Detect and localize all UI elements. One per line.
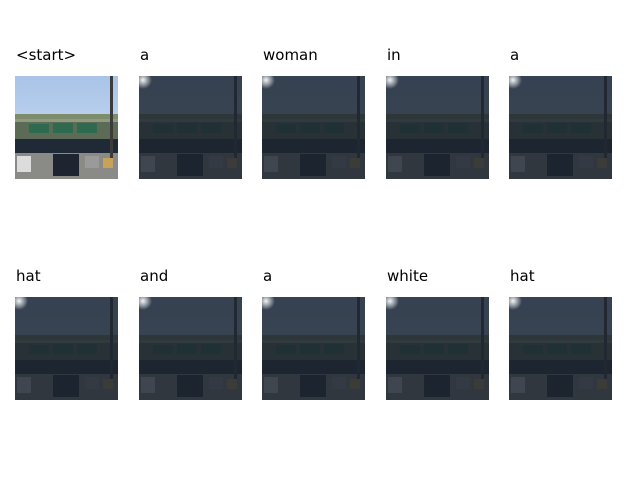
street-scene-image (386, 297, 489, 400)
caption-word: a (510, 46, 520, 64)
attention-map-image (139, 297, 242, 400)
street-scene-image (15, 76, 118, 179)
caption-word: woman (263, 46, 318, 64)
attention-map-image (386, 297, 489, 400)
street-scene-image (509, 76, 612, 179)
caption-word: a (140, 46, 150, 64)
street-scene-image (509, 297, 612, 400)
original-image (15, 76, 118, 179)
attention-map-image (262, 76, 365, 179)
street-scene-image (262, 297, 365, 400)
street-scene-image (139, 76, 242, 179)
caption-word: hat (510, 267, 535, 285)
street-scene-image (262, 76, 365, 179)
caption-word: in (387, 46, 401, 64)
attention-map-image (262, 297, 365, 400)
caption-word: and (140, 267, 169, 285)
attention-map-image (15, 297, 118, 400)
street-scene-image (386, 76, 489, 179)
attention-map-image (509, 297, 612, 400)
attention-map-image (139, 76, 242, 179)
street-scene-image (15, 297, 118, 400)
caption-word: white (387, 267, 429, 285)
caption-word: a (263, 267, 273, 285)
caption-word: hat (16, 267, 41, 285)
street-scene-image (139, 297, 242, 400)
caption-word: <start> (16, 46, 77, 64)
attention-map-image (386, 76, 489, 179)
attention-map-image (509, 76, 612, 179)
